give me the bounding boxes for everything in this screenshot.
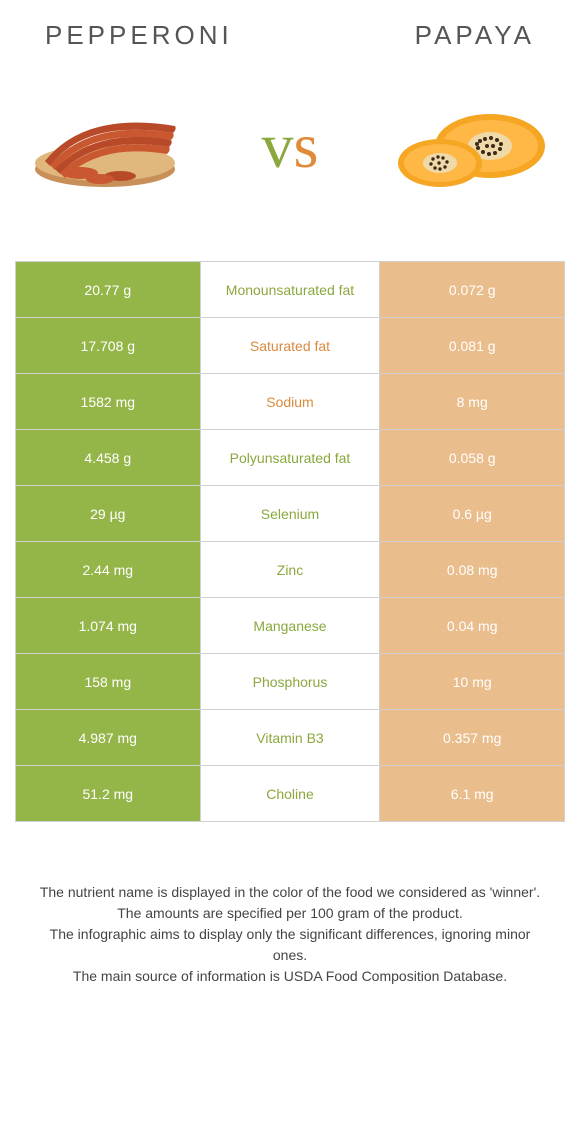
footer-line: The nutrient name is displayed in the co… — [35, 882, 545, 903]
nutrient-table: 20.77 gMonounsaturated fat0.072 g17.708 … — [15, 261, 565, 822]
papaya-image — [385, 91, 555, 201]
table-row: 4.987 mgVitamin B30.357 mg — [16, 710, 564, 766]
right-value: 0.08 mg — [380, 542, 564, 597]
left-value: 4.987 mg — [16, 710, 200, 765]
nutrient-name: Phosphorus — [200, 654, 381, 709]
vs-row: vs — [15, 91, 565, 201]
table-row: 51.2 mgCholine6.1 mg — [16, 766, 564, 821]
right-value: 0.6 µg — [380, 486, 564, 541]
right-value: 6.1 mg — [380, 766, 564, 821]
footer-line: The amounts are specified per 100 gram o… — [35, 903, 545, 924]
footer-line: The infographic aims to display only the… — [35, 924, 545, 966]
right-value: 0.058 g — [380, 430, 564, 485]
left-value: 4.458 g — [16, 430, 200, 485]
vs-label: vs — [262, 109, 319, 183]
nutrient-name: Choline — [200, 766, 381, 821]
table-row: 1582 mgSodium8 mg — [16, 374, 564, 430]
nutrient-name: Polyunsaturated fat — [200, 430, 381, 485]
footer-notes: The nutrient name is displayed in the co… — [15, 882, 565, 987]
left-value: 1.074 mg — [16, 598, 200, 653]
left-value: 17.708 g — [16, 318, 200, 373]
left-food-title: Pepperoni — [45, 20, 233, 51]
nutrient-name: Manganese — [200, 598, 381, 653]
left-value: 158 mg — [16, 654, 200, 709]
pepperoni-image — [25, 91, 195, 201]
nutrient-name: Sodium — [200, 374, 381, 429]
table-row: 1.074 mgManganese0.04 mg — [16, 598, 564, 654]
left-value: 2.44 mg — [16, 542, 200, 597]
titles-row: Pepperoni Papaya — [15, 20, 565, 51]
left-value: 51.2 mg — [16, 766, 200, 821]
right-value: 10 mg — [380, 654, 564, 709]
left-value: 1582 mg — [16, 374, 200, 429]
table-row: 158 mgPhosphorus10 mg — [16, 654, 564, 710]
table-row: 20.77 gMonounsaturated fat0.072 g — [16, 262, 564, 318]
table-row: 4.458 gPolyunsaturated fat0.058 g — [16, 430, 564, 486]
nutrient-name: Saturated fat — [200, 318, 381, 373]
right-value: 0.081 g — [380, 318, 564, 373]
right-value: 0.072 g — [380, 262, 564, 317]
nutrient-name: Selenium — [200, 486, 381, 541]
table-row: 17.708 gSaturated fat0.081 g — [16, 318, 564, 374]
nutrient-name: Zinc — [200, 542, 381, 597]
nutrient-name: Monounsaturated fat — [200, 262, 381, 317]
right-food-title: Papaya — [415, 20, 535, 51]
footer-line: The main source of information is USDA F… — [35, 966, 545, 987]
left-value: 20.77 g — [16, 262, 200, 317]
left-value: 29 µg — [16, 486, 200, 541]
right-value: 8 mg — [380, 374, 564, 429]
right-value: 0.04 mg — [380, 598, 564, 653]
nutrient-name: Vitamin B3 — [200, 710, 381, 765]
table-row: 2.44 mgZinc0.08 mg — [16, 542, 564, 598]
right-value: 0.357 mg — [380, 710, 564, 765]
vs-s-letter: s — [294, 110, 319, 181]
table-row: 29 µgSelenium0.6 µg — [16, 486, 564, 542]
vs-v-letter: v — [262, 110, 294, 181]
